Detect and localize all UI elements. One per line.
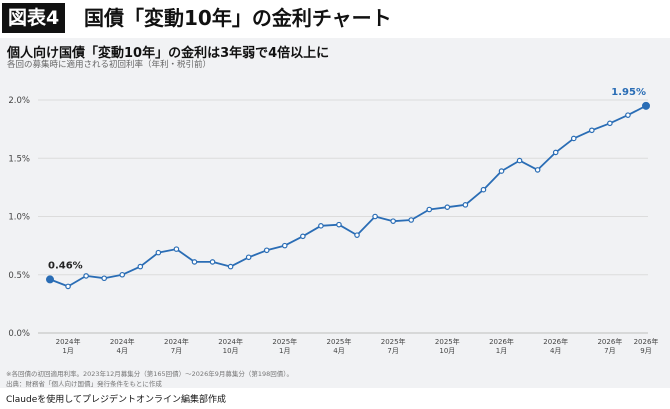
data-point — [534, 167, 541, 173]
data-point — [570, 135, 577, 142]
data-point — [607, 120, 613, 127]
x-tick-label: 2025年 — [272, 337, 297, 346]
chart-subtitle: 各回の募集時に適用される初回利率（年利・税引前） — [7, 60, 212, 70]
figure-title: 国債「変動10年」の金利チャート — [84, 6, 392, 30]
data-point — [480, 186, 487, 193]
x-tick-label: 10月 — [223, 347, 239, 355]
x-tick-label: 1月 — [279, 347, 290, 355]
chart-panel: 個人向け国債「変動10年」の金利は3年弱で4倍以上に 各回の募集時に適用される初… — [0, 38, 670, 388]
x-tick-label: 2024年 — [110, 337, 135, 346]
credit-line: Claudeを使用してプレジデントオンライン編集部作成 — [6, 395, 226, 405]
data-label: 1.95% — [611, 87, 646, 98]
data-point — [45, 275, 54, 284]
data-point — [589, 127, 595, 134]
x-tick-label: 2024年 — [164, 337, 189, 346]
data-point — [390, 218, 396, 224]
data-point — [318, 223, 324, 229]
data-point — [516, 157, 523, 164]
x-tick-label: 1月 — [62, 347, 73, 355]
data-point — [625, 112, 631, 118]
x-tick-label: 2025年 — [327, 337, 352, 346]
data-point — [641, 101, 650, 110]
x-tick-label: 2026年 — [543, 337, 568, 346]
data-point — [408, 217, 415, 223]
x-tick-label: 2025年 — [381, 337, 406, 346]
data-label: 0.46% — [48, 260, 83, 271]
y-tick-label: 0.5% — [8, 271, 30, 281]
data-point — [137, 263, 144, 270]
series-line — [49, 104, 647, 288]
data-point — [336, 221, 342, 228]
data-point — [300, 233, 306, 240]
x-tick-label: 7月 — [387, 347, 398, 355]
x-tick-label: 10月 — [439, 347, 455, 355]
data-point — [173, 246, 180, 252]
x-tick-label: 4月 — [550, 347, 561, 355]
data-point — [119, 271, 126, 278]
data-point — [209, 259, 216, 265]
data-point — [191, 259, 198, 265]
data-point — [263, 247, 270, 254]
y-tick-label: 1.0% — [8, 213, 30, 223]
data-point — [444, 204, 451, 210]
chart-title: 個人向け国債「変動10年」の金利は3年弱で4倍以上に — [7, 46, 330, 61]
data-point — [227, 263, 234, 270]
x-tick-label: 7月 — [171, 347, 182, 355]
data-point — [83, 273, 89, 279]
data-point — [462, 202, 469, 208]
x-tick-label: 2026年 — [634, 337, 659, 346]
x-tick-label: 4月 — [117, 347, 128, 355]
data-point — [552, 149, 559, 156]
figure-header: 図表4 国債「変動10年」の金利チャート — [0, 0, 670, 36]
data-point — [65, 283, 71, 290]
footnote-source: 出典：財務省「個人向け国債」発行条件をもとに作成 — [6, 380, 162, 388]
x-tick-label: 2026年 — [489, 337, 514, 346]
x-tick-label: 2025年 — [435, 337, 460, 346]
x-tick-label: 4月 — [333, 347, 344, 355]
data-point — [498, 168, 505, 174]
x-tick-label: 2024年 — [56, 337, 81, 346]
line-chart: 0.0%0.5%1.0%1.5%2.0%2024年1月2024年4月2024年7… — [8, 87, 659, 355]
x-tick-label: 7月 — [604, 347, 615, 355]
data-point — [281, 242, 288, 249]
x-tick-label: 2024年 — [218, 337, 243, 346]
data-point — [426, 206, 433, 213]
x-tick-label: 1月 — [496, 347, 507, 355]
y-tick-label: 1.5% — [8, 154, 30, 164]
data-point — [101, 275, 107, 282]
data-point — [245, 254, 252, 261]
footnote-source-range: ※各回債の初回適用利率。2023年12月募集分（第165回債）〜2026年9月募… — [6, 370, 293, 378]
x-tick-label: 2026年 — [597, 337, 622, 346]
data-point — [372, 213, 378, 220]
y-tick-label: 0.0% — [8, 329, 30, 339]
data-point — [354, 232, 360, 238]
figure-number-badge: 図表4 — [2, 3, 66, 33]
data-point — [155, 249, 162, 256]
y-tick-label: 2.0% — [8, 96, 30, 106]
x-tick-label: 9月 — [640, 347, 651, 355]
